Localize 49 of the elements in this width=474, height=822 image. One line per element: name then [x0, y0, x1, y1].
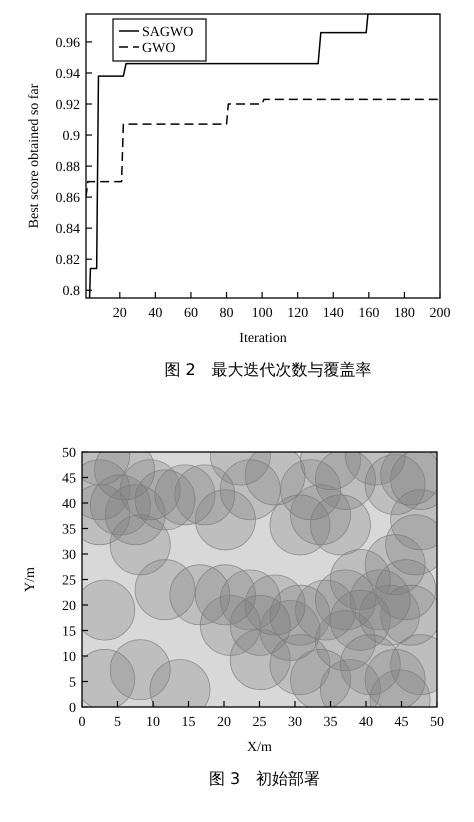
x-tick-label: 45 — [394, 715, 408, 730]
x-tick-label: 200 — [430, 306, 450, 321]
y-axis-title: Best score obtained so far — [27, 83, 42, 228]
y-tick-label: 25 — [62, 574, 76, 588]
x-tick-label: 120 — [287, 306, 308, 321]
x-tick-label: 80 — [220, 306, 234, 321]
x-tick-label: 40 — [148, 306, 162, 321]
y-tick-label: 0.84 — [56, 222, 80, 238]
x-axis-title: X/m — [247, 740, 272, 755]
x-tick-label: 5 — [114, 715, 121, 730]
x-tick-label: 60 — [184, 306, 198, 321]
y-tick-label: 15 — [62, 624, 76, 640]
legend-label: GWO — [142, 41, 176, 56]
line-series — [88, 14, 440, 298]
y-tick-label: 0 — [69, 701, 76, 716]
y-tick-label: 0.8 — [62, 284, 80, 300]
y-tick-label: 20 — [62, 599, 76, 614]
x-tick-label: 40 — [359, 715, 373, 730]
x-tick-label: 20 — [112, 306, 127, 321]
x-tick-label: 35 — [324, 715, 338, 730]
text: 图 3 初始部署 — [208, 769, 320, 788]
text: 图 2 最大迭代次数与覆盖率 — [164, 360, 372, 379]
x-tick-label: 25 — [252, 715, 266, 730]
y-tick-label: 35 — [62, 522, 76, 538]
y-tick-label: 0.96 — [56, 36, 80, 51]
y-tick-label: 0.86 — [56, 191, 80, 206]
x-tick-label: 15 — [182, 715, 196, 730]
y-tick-label: 10 — [62, 650, 76, 665]
y-tick-label: 50 — [62, 446, 76, 461]
x-axis-title: Iteration — [239, 331, 287, 346]
x-tick-label: 20 — [217, 715, 231, 730]
x-tick-label: 100 — [252, 306, 273, 321]
y-tick-label: 0.9 — [62, 129, 80, 144]
y-tick-label: 0.92 — [56, 98, 80, 114]
x-tick-label: 10 — [146, 715, 160, 730]
x-tick-label: 160 — [358, 306, 380, 321]
y-tick-label: 5 — [69, 676, 76, 690]
y-tick-label: 30 — [62, 548, 76, 563]
y-axis-title: Y/m — [23, 566, 38, 592]
x-tick-label: 140 — [322, 306, 344, 321]
y-tick-label: 0.82 — [56, 253, 80, 268]
x-tick-label: 30 — [288, 715, 302, 730]
y-tick-label: 0.94 — [56, 66, 80, 82]
x-tick-label: 180 — [394, 306, 415, 321]
y-tick-label: 40 — [62, 497, 76, 512]
legend-label: SAGWO — [142, 25, 194, 40]
y-tick-label: 45 — [62, 472, 76, 486]
y-tick-label: 0.88 — [56, 160, 80, 176]
x-tick-label: 50 — [430, 715, 444, 730]
